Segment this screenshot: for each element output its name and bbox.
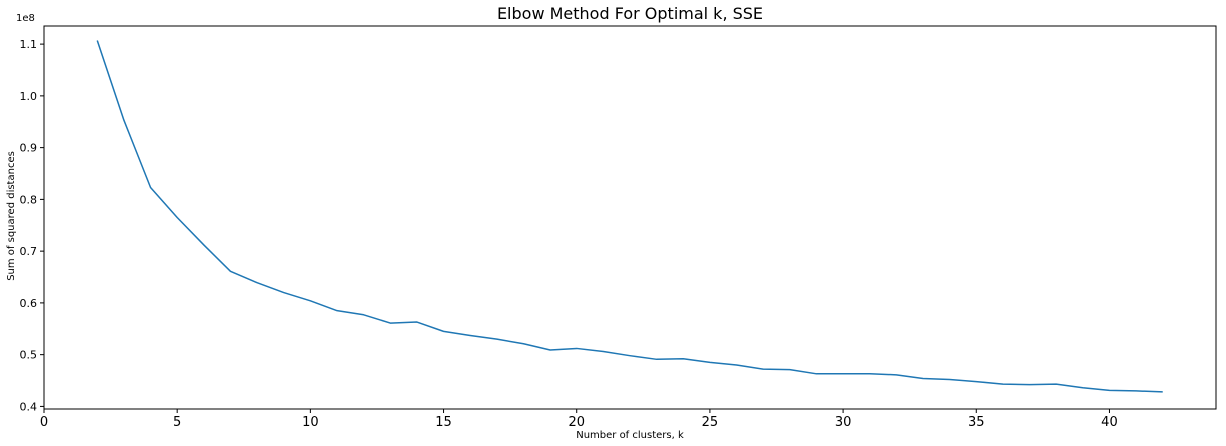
axis-ticks: 0 5 10 15 20 25 30 35 40 0.4 0.5 0.6 0.7 0.8 0.9 1.0 1.1 (20, 38, 1118, 430)
y-multiplier-label: 1e8 (16, 13, 35, 24)
y-tick-label: 0.5 (20, 349, 38, 362)
x-tick-label: 15 (435, 415, 452, 430)
sse-line (96, 40, 1163, 393)
x-tick-label: 25 (702, 415, 719, 430)
x-tick-label: 40 (1101, 415, 1118, 430)
y-tick-label: 0.9 (20, 142, 38, 155)
x-tick-label: 10 (302, 415, 319, 430)
y-tick-label: 0.8 (20, 193, 38, 206)
chart-title: Elbow Method For Optimal k, SSE (497, 4, 763, 23)
y-tick-label: 1.0 (20, 90, 38, 103)
sse-points (97, 40, 1163, 392)
y-tick-label: 1.1 (20, 38, 38, 51)
x-axis-label: Number of clusters, k (576, 430, 684, 441)
x-tick-label: 35 (968, 415, 985, 430)
y-tick-label: 0.7 (20, 245, 38, 258)
x-tick-label: 30 (835, 415, 852, 430)
plot-frame (43, 25, 1217, 410)
x-tick-label: 5 (173, 415, 181, 430)
x-tick-label: 20 (568, 415, 585, 430)
y-tick-label: 0.6 (20, 297, 38, 310)
y-axis-label: Sum of squared distances (6, 151, 17, 281)
x-tick-label: 0 (40, 415, 48, 430)
y-tick-label: 0.4 (20, 400, 38, 413)
